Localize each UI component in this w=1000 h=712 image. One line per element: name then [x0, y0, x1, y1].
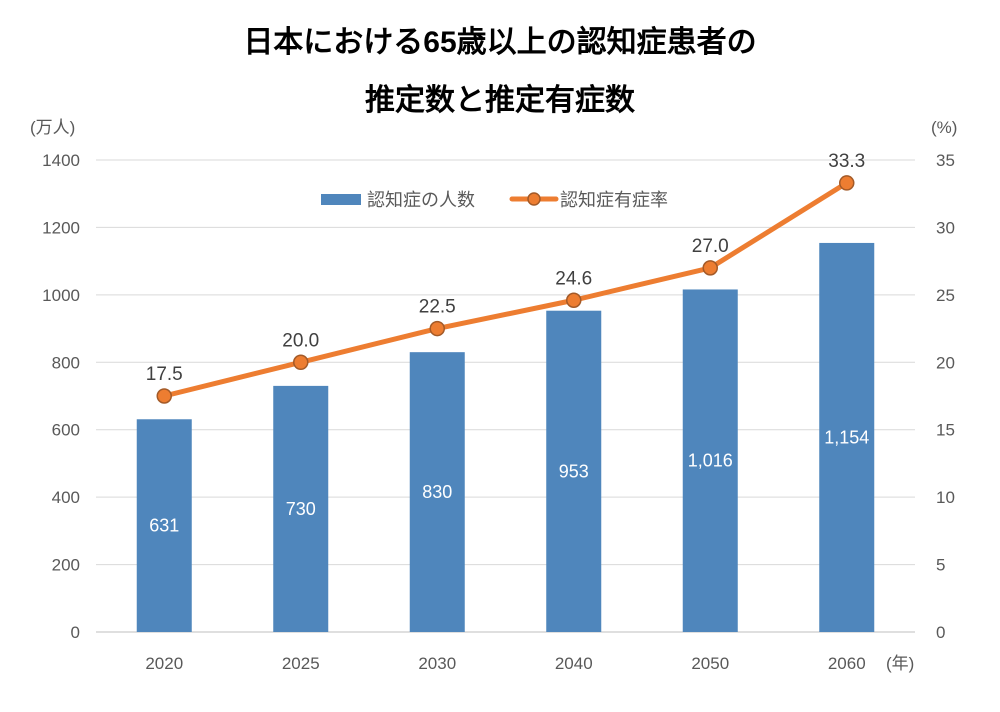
bar-data-label: 730: [286, 499, 316, 519]
bar: [136, 419, 192, 632]
right-axis-tick-label: 5: [936, 556, 945, 575]
line-data-label: 20.0: [282, 330, 319, 351]
bar-data-label: 631: [149, 516, 179, 536]
line-point: [839, 175, 855, 191]
line-data-label: 22.5: [419, 297, 456, 318]
line-path: [163, 180, 849, 399]
right-axis-tick-label: 20: [936, 353, 955, 372]
right-axis-tick-label: 30: [936, 218, 955, 237]
bar-data-label: 1,154: [824, 427, 869, 447]
x-axis-tick-label: 2050: [691, 654, 729, 673]
legend-line-label: 認知症有症率: [560, 190, 668, 210]
bar-data-label: 953: [559, 461, 589, 481]
left-axis-tick-label: 800: [52, 353, 80, 372]
bar: [409, 352, 465, 632]
bar-data-label: 1,016: [688, 451, 733, 471]
legend: 認知症の人数 認知症有症率: [321, 190, 668, 210]
legend-bar-swatch: [321, 194, 361, 205]
left-axis-tick-label: 400: [52, 488, 80, 507]
axes: 0200400600800100012001400051015202530352…: [42, 151, 955, 673]
right-axis-unit: (%): [931, 118, 957, 137]
bar: [273, 385, 329, 632]
legend-bar-label: 認知症の人数: [367, 190, 475, 210]
left-axis-tick-label: 600: [52, 421, 80, 440]
x-axis-unit: (年): [886, 654, 914, 673]
x-axis-tick-label: 2030: [418, 654, 456, 673]
line-point: [429, 320, 445, 337]
line-point: [156, 388, 172, 404]
right-axis-tick-label: 25: [936, 286, 955, 305]
right-axis-tick-label: 0: [936, 623, 945, 642]
line-data-label: 27.0: [692, 236, 729, 257]
left-axis-tick-label: 200: [52, 556, 80, 575]
gridlines: [96, 159, 915, 633]
left-axis-unit: (万人): [30, 118, 75, 137]
left-axis-tick-label: 1200: [42, 218, 80, 237]
left-axis-tick-label: 1400: [42, 151, 80, 170]
left-axis-tick-label: 1000: [42, 286, 80, 305]
bar: [546, 310, 602, 632]
bar-series: 631 730 830 953 1,016 1,154: [136, 242, 875, 633]
line-point: [566, 292, 582, 309]
x-axis-tick-label: 2025: [282, 654, 320, 673]
chart-title-line-2: 推定数と推定有症数: [365, 83, 636, 117]
line-data-label: 24.6: [555, 268, 592, 289]
right-axis-tick-label: 15: [936, 421, 955, 440]
legend-line-marker: [527, 192, 541, 206]
line-point: [293, 354, 309, 371]
right-axis-tick-label: 35: [936, 151, 955, 170]
right-axis-tick-label: 10: [936, 488, 955, 507]
line-series: 17.5 20.0 22.5 24.6 27.0 33.3: [146, 151, 865, 404]
line-data-label: 33.3: [828, 151, 865, 172]
chart-title-line-1: 日本における65歳以上の認知症患者の: [243, 25, 756, 59]
line-point: [702, 260, 718, 276]
bar: [682, 289, 738, 632]
x-axis-tick-label: 2060: [828, 654, 866, 673]
x-axis-tick-label: 2020: [145, 654, 183, 673]
bar: [819, 242, 875, 633]
x-axis-tick-label: 2040: [555, 654, 593, 673]
bar-data-label: 830: [422, 482, 452, 502]
left-axis-tick-label: 0: [71, 623, 80, 642]
line-data-label: 17.5: [146, 364, 183, 385]
